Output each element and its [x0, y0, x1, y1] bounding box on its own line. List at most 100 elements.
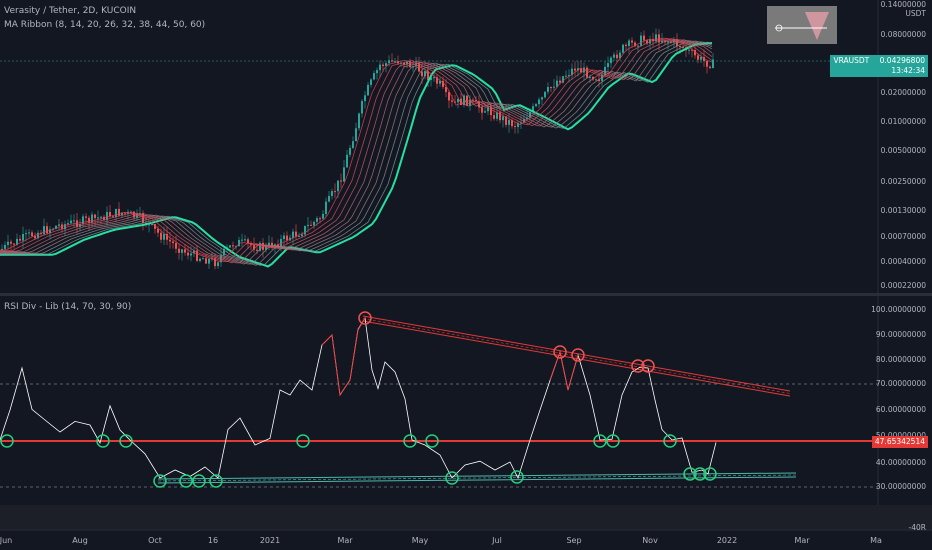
- candle-body: [463, 95, 465, 106]
- candle-body: [94, 214, 96, 219]
- candle-body: [160, 232, 162, 240]
- candle-body: [1, 248, 3, 250]
- candle-body: [112, 216, 114, 218]
- candle-body: [34, 236, 36, 239]
- candle-body: [448, 92, 450, 101]
- candle-body: [298, 236, 300, 238]
- candle-body: [601, 74, 603, 82]
- candle-body: [229, 245, 231, 248]
- time-axis-tick: Aug: [72, 536, 88, 545]
- candle-body: [313, 221, 315, 226]
- candle-body: [709, 66, 711, 69]
- candle-body: [367, 84, 369, 96]
- candle-body: [439, 80, 441, 84]
- price-tag-symbol: VRAUSDT: [833, 56, 870, 65]
- candle-body: [316, 218, 318, 222]
- candle-body: [346, 154, 348, 168]
- candle-body: [166, 233, 168, 240]
- candle-body: [55, 225, 57, 229]
- candle-body: [97, 217, 99, 219]
- candle-body: [67, 223, 69, 225]
- candle-body: [172, 241, 174, 243]
- candle-body: [376, 70, 378, 74]
- candle-body: [31, 232, 33, 237]
- candle-body: [409, 61, 411, 68]
- candle-body: [268, 242, 270, 246]
- candle-body: [88, 217, 90, 223]
- candle-body: [586, 67, 588, 78]
- bearish-divergence-marker: [571, 348, 585, 362]
- candle-body: [241, 239, 243, 241]
- rsi-axis-tick: 50.00000000: [876, 431, 926, 440]
- candle-body: [619, 52, 621, 59]
- rsi-legend[interactable]: RSI Div - Lib (14, 70, 30, 90): [4, 302, 132, 312]
- candle-body: [496, 112, 498, 119]
- candle-body: [706, 61, 708, 67]
- price-axis-tick: 0.00500000: [880, 146, 926, 155]
- bullish-divergence-marker: [192, 474, 206, 488]
- candle-body: [646, 40, 648, 44]
- candle-body: [502, 116, 504, 121]
- price-axis-tick: 0.02000000: [880, 88, 926, 97]
- ma-ribbon-line: [0, 39, 713, 264]
- candle-body: [388, 60, 390, 64]
- candle-body: [553, 86, 555, 88]
- candle-body: [574, 68, 576, 71]
- candle-body: [7, 241, 9, 245]
- candle-body: [538, 99, 540, 105]
- candle-body: [259, 242, 261, 251]
- bearish-divergence-marker: [641, 359, 655, 373]
- candle-body: [253, 245, 255, 250]
- candle-body: [481, 107, 483, 113]
- candle-body: [583, 67, 585, 73]
- ma-ribbon-legend[interactable]: MA Ribbon (8, 14, 20, 26, 32, 38, 44, 50…: [4, 20, 206, 30]
- candle-body: [4, 244, 6, 249]
- candle-body: [328, 195, 330, 202]
- panel-divider[interactable]: [0, 293, 932, 296]
- candle-body: [460, 98, 462, 106]
- time-axis-tick: Jul: [492, 536, 502, 545]
- candle-body: [295, 231, 297, 237]
- candle-body: [280, 239, 282, 247]
- time-axis-tick: Nov: [642, 536, 658, 545]
- candle-body: [682, 46, 684, 48]
- candle-body: [265, 245, 267, 250]
- symbol-title[interactable]: Verasity / Tether, 2D, KUCOIN: [4, 6, 137, 16]
- bearish-divergence-marker: [553, 345, 567, 359]
- price-axis-tick: 0.00250000: [880, 177, 926, 186]
- candle-body: [379, 64, 381, 71]
- candle-body: [244, 239, 246, 241]
- candle-body: [385, 63, 387, 66]
- candle-body: [124, 212, 126, 214]
- candle-body: [517, 123, 519, 128]
- candle-body: [637, 45, 639, 47]
- candle-body: [181, 249, 183, 253]
- price-axis-tick: 0.01000000: [880, 117, 926, 126]
- candle-body: [661, 40, 663, 43]
- candle-body: [697, 55, 699, 60]
- candle-body: [490, 107, 492, 116]
- candle-body: [559, 80, 561, 83]
- candle-body: [43, 226, 45, 235]
- candle-body: [556, 80, 558, 87]
- candle-body: [421, 71, 423, 77]
- candle-body: [493, 115, 495, 119]
- candle-body: [106, 212, 108, 221]
- candle-body: [103, 216, 105, 221]
- candle-body: [46, 226, 48, 234]
- bullish-divergence-marker: [663, 434, 677, 448]
- time-axis-tick: Oct: [148, 536, 162, 545]
- candle-body: [589, 76, 591, 78]
- bearish-divergence-marker: [358, 311, 372, 325]
- price-axis-unit: 0.14000000 USDT: [880, 0, 926, 18]
- candle-body: [325, 201, 327, 214]
- candle-body: [115, 208, 117, 218]
- candle-body: [13, 243, 15, 245]
- bullish-divergence-marker: [296, 434, 310, 448]
- candle-body: [217, 262, 219, 267]
- bullish-divergence-marker: [703, 467, 717, 481]
- candle-body: [232, 245, 234, 247]
- price-tag: VRAUSDT 0.04296800 13:42:34: [830, 55, 928, 77]
- candle-body: [643, 35, 645, 41]
